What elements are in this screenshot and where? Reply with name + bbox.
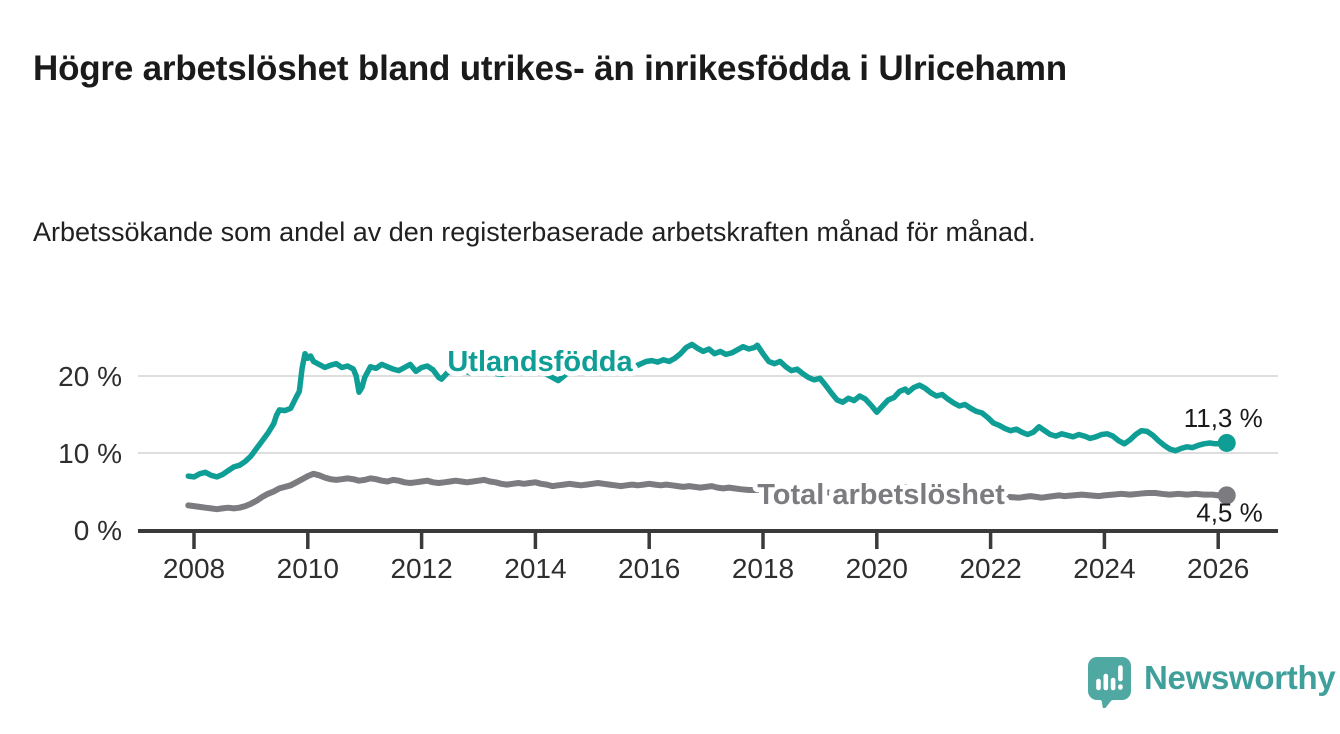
x-tick-label-2022: 2022 (959, 553, 1021, 584)
x-tick-label-2026: 2026 (1187, 553, 1249, 584)
series-end-label-utlandsfodda: 11,3 % (1184, 403, 1263, 433)
chart-subtitle: Arbetssökande som andel av den registerb… (33, 217, 1036, 247)
axes: 2008 2010 2012 2014 2016 2018 2020 2022 2024 2026… (58, 361, 1278, 584)
y-tick-label-20: 20 % (58, 361, 122, 392)
x-tick-label-2018: 2018 (732, 553, 794, 584)
series-end-dot-utlandsfodda (1217, 433, 1236, 452)
y-tick-label-0: 0 % (74, 515, 122, 546)
newsworthy-logo-icon (1088, 657, 1131, 708)
series-line-total-arbetsloshet (185, 470, 1230, 513)
y-tick-label-10: 10 % (58, 438, 122, 469)
x-tick-label-2008: 2008 (163, 553, 225, 584)
x-tick-label-2016: 2016 (618, 553, 680, 584)
x-tick-label-2012: 2012 (390, 553, 452, 584)
line-chart: Utlandsfödda Total arbetslöshet 11,3 % 4,5 … (58, 341, 1278, 584)
x-tick-label-2010: 2010 (277, 553, 339, 584)
series-end-label-total-arbetsloshet: 4,5 % (1196, 497, 1263, 527)
logo-bars (1096, 665, 1123, 691)
series-label-total-arbetsloshet: Total arbetslöshet (757, 479, 1005, 511)
x-tick-label-2024: 2024 (1073, 553, 1135, 584)
x-tick-label-2020: 2020 (846, 553, 908, 584)
series-lines (185, 341, 1230, 513)
series-label-utlandsfodda: Utlandsfödda (447, 346, 633, 378)
page-title: Högre arbetslöshet bland utrikes- än inr… (33, 49, 1067, 89)
gridlines (138, 375, 1278, 454)
series-labels: Utlandsfödda Total arbetslöshet 11,3 % 4,5 … (442, 341, 1263, 527)
series-end-dot-total-arbetsloshet (1217, 486, 1236, 505)
series-line-utlandsfodda (185, 341, 1230, 480)
brand-footer: Newsworthy (1087, 656, 1336, 708)
brand-name: Newsworthy (1144, 659, 1336, 696)
x-tick-label-2014: 2014 (504, 553, 566, 584)
